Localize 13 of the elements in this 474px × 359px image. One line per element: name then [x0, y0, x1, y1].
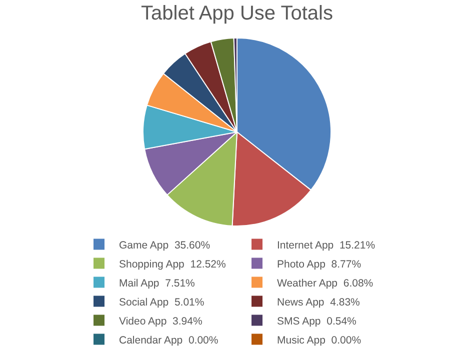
legend-label: Game App 35.60% [119, 239, 210, 252]
legend-label: Social App 5.01% [119, 296, 204, 308]
legend-label: SMS App 0.54% [277, 315, 356, 328]
legend-label: Photo App 8.77% [277, 258, 362, 270]
legend-label: Calendar App 0.00% [119, 334, 218, 346]
legend-label: Internet App 15.21% [277, 239, 376, 252]
legend-label: Mail App 7.51% [119, 277, 195, 290]
legend-label: Weather App 6.08% [277, 277, 374, 290]
legend-label: News App 4.83% [277, 296, 360, 308]
legend-label: Music App 0.00% [277, 334, 362, 346]
chart-title: Tablet App Use Totals [141, 2, 333, 24]
legend-label: Shopping App 12.52% [119, 258, 226, 270]
legend-label: Video App 3.94% [119, 315, 202, 328]
